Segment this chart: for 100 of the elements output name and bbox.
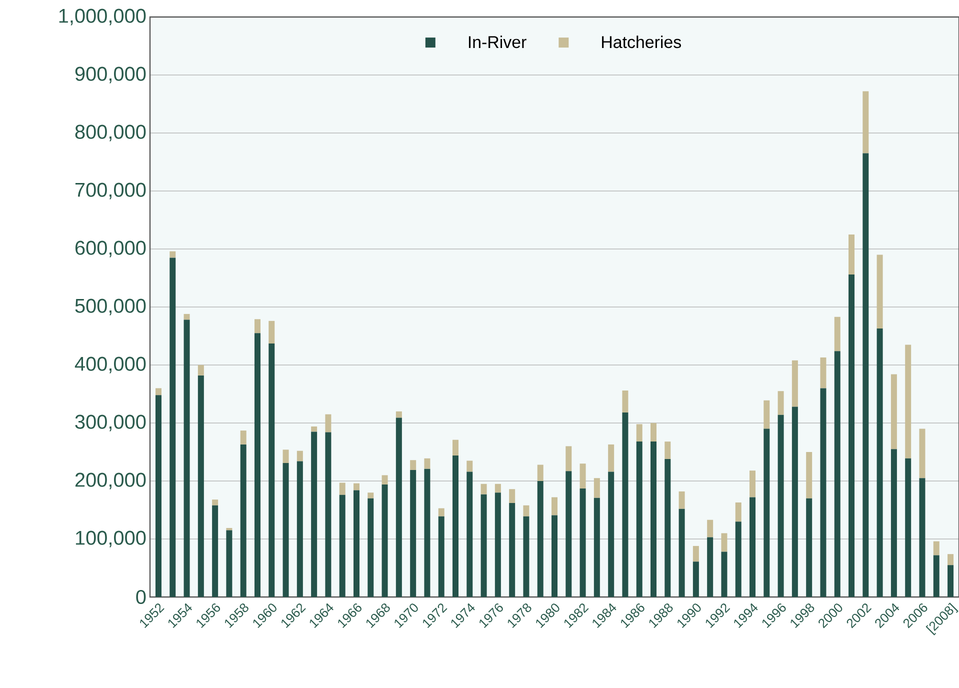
- bar: [764, 428, 770, 597]
- bar: [778, 391, 784, 415]
- bar: [296, 450, 303, 462]
- bar: [240, 444, 246, 597]
- bar: [155, 388, 162, 396]
- bar: [862, 91, 869, 154]
- bar: [778, 414, 784, 597]
- bar: [735, 522, 742, 597]
- y-tick-label: 200,000: [75, 472, 146, 490]
- bar: [692, 562, 699, 597]
- legend-label: In-River: [468, 36, 526, 48]
- bar: [678, 491, 685, 509]
- bar: [919, 478, 926, 597]
- bar: [509, 489, 516, 504]
- bar: [890, 374, 897, 450]
- bar: [212, 505, 218, 597]
- bar: [721, 533, 728, 552]
- bar: [848, 234, 855, 275]
- bar: [466, 472, 473, 597]
- bar: [339, 494, 346, 597]
- bar: [184, 320, 190, 597]
- bar: [226, 530, 232, 597]
- bar: [424, 468, 430, 597]
- bar: [707, 537, 714, 597]
- bar: [311, 432, 318, 597]
- bar: [368, 498, 374, 597]
- y-tick-label: 700,000: [75, 182, 146, 200]
- bar: [452, 455, 458, 597]
- bar: [170, 258, 176, 597]
- bar: [537, 480, 544, 597]
- bar: [919, 428, 926, 478]
- bar: [650, 442, 657, 597]
- y-tick-label: 800,000: [75, 124, 146, 142]
- bar: [792, 360, 798, 407]
- bar: [905, 344, 912, 458]
- y-tick-label: 300,000: [75, 414, 146, 432]
- bar: [862, 153, 869, 597]
- bar: [933, 541, 940, 556]
- bar: [580, 464, 586, 489]
- y-tick-label: 0: [136, 590, 146, 604]
- bar: [834, 351, 840, 597]
- bar: [396, 411, 402, 418]
- bar: [664, 442, 671, 459]
- bar: [254, 333, 260, 597]
- bar: [594, 478, 600, 498]
- bar: [296, 461, 303, 597]
- bar: [692, 546, 699, 562]
- bar: [876, 328, 883, 597]
- bar: [494, 492, 501, 597]
- bar: [948, 554, 954, 566]
- bar: [509, 503, 516, 597]
- bar: [254, 319, 260, 334]
- bar: [608, 444, 614, 472]
- bar: [170, 251, 176, 258]
- y-tick-label: 100,000: [76, 530, 146, 548]
- bar: [282, 450, 289, 464]
- bar: [735, 502, 742, 522]
- bar: [410, 470, 416, 597]
- bar: [580, 488, 586, 597]
- bar: [382, 475, 388, 484]
- bar: [792, 406, 798, 597]
- bar: [198, 375, 204, 597]
- bar: [424, 458, 430, 469]
- bar: [636, 424, 642, 442]
- bar: [382, 484, 388, 597]
- bar: [466, 460, 473, 472]
- y-tick-label: 900,000: [75, 66, 146, 84]
- bar: [552, 515, 558, 597]
- bar: [311, 426, 318, 432]
- bar: [155, 395, 162, 597]
- bar: [480, 494, 487, 597]
- bar: [226, 528, 232, 530]
- bar: [721, 552, 728, 597]
- bar: [552, 497, 558, 516]
- bar: [905, 458, 912, 597]
- bar: [566, 471, 572, 597]
- bar: [396, 418, 402, 597]
- bar: [523, 505, 530, 516]
- bar: [820, 388, 826, 597]
- bar: [537, 464, 544, 481]
- bar: [933, 555, 940, 597]
- bar: [240, 430, 246, 444]
- bar: [438, 508, 444, 516]
- bar: [494, 484, 501, 493]
- bar: [339, 482, 346, 495]
- y-tick-label: 500,000: [75, 298, 146, 316]
- bar: [678, 508, 685, 597]
- bar: [764, 400, 770, 429]
- bar: [282, 463, 289, 597]
- bar: [636, 442, 642, 597]
- bar: [806, 498, 812, 597]
- legend-label: Hatcheries: [602, 36, 681, 48]
- bar: [890, 449, 897, 597]
- bar: [876, 254, 883, 328]
- bar: [353, 483, 360, 490]
- bar: [622, 390, 628, 413]
- bar: [410, 460, 416, 470]
- bar: [608, 472, 614, 597]
- bar: [184, 314, 190, 320]
- bar: [452, 440, 458, 456]
